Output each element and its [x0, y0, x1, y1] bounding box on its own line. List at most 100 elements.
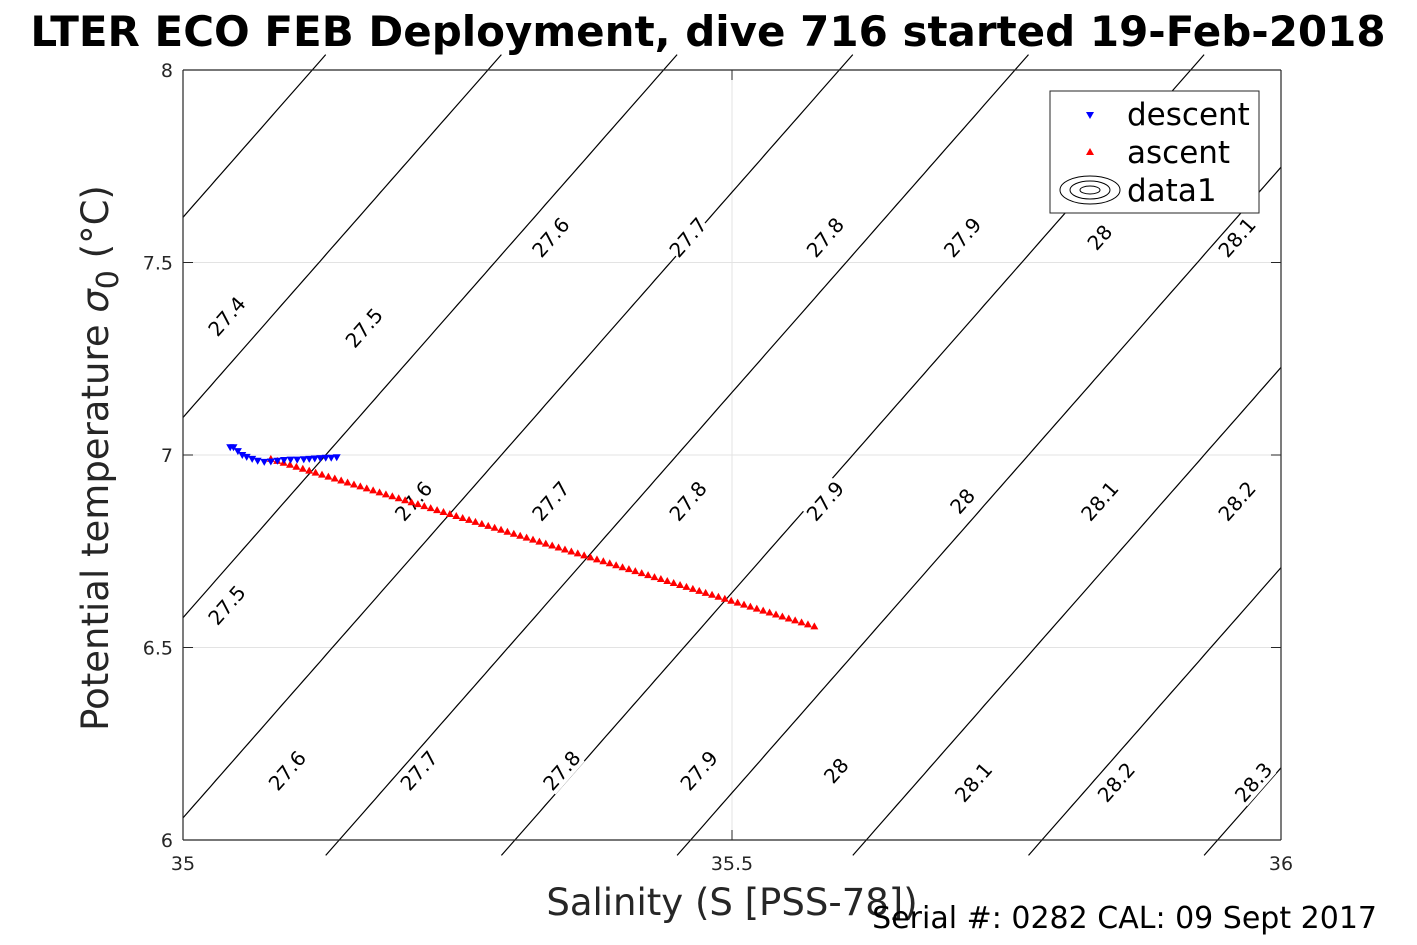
- y-tick-label: 8: [161, 60, 173, 82]
- ascent-point: [771, 610, 780, 618]
- ascent-point: [682, 582, 691, 590]
- y-axis-label-main: Potential temperature: [74, 313, 117, 731]
- descent-point: [266, 458, 275, 466]
- ascent-point: [599, 557, 608, 565]
- isopycnal-line: [676, 166, 1282, 856]
- ascent-point: [637, 569, 646, 577]
- isopycnal-line: [325, 54, 1029, 856]
- y-axis-ticks: 6 6.5 7 7.5 8: [143, 60, 1281, 852]
- ascent-point: [509, 529, 518, 537]
- ascent-point: [535, 537, 544, 545]
- ascent-point: [567, 547, 576, 555]
- legend-data1-label: data1: [1127, 173, 1217, 209]
- y-tick-label: 6: [161, 830, 173, 852]
- contour-label-background: [1077, 213, 1123, 262]
- ascent-point: [554, 543, 563, 551]
- y-axis-label: Potential temperature σ0 (°C): [74, 185, 126, 731]
- contour-label-background: [1093, 758, 1140, 807]
- contour-label-background: [204, 292, 250, 341]
- legend-ascent-label: ascent: [1127, 135, 1230, 171]
- ascent-point: [401, 496, 410, 504]
- ascent-point: [650, 573, 659, 581]
- isopycnal-line: [1203, 767, 1282, 856]
- ascent-point: [522, 533, 531, 541]
- descent-point: [242, 453, 251, 461]
- density-contours: [182, 54, 1282, 856]
- ascent-point: [298, 464, 307, 472]
- ascent-point: [701, 588, 710, 596]
- ascent-point: [503, 527, 512, 535]
- ascent-point: [727, 596, 736, 604]
- descent-point: [248, 455, 257, 463]
- ascent-point: [369, 486, 378, 494]
- ascent-point: [292, 462, 301, 470]
- descent-point: [332, 454, 341, 462]
- isopycnal-line: [182, 54, 678, 619]
- ascent-point: [548, 541, 557, 549]
- ascent-point: [452, 511, 461, 519]
- descent-point: [299, 456, 308, 464]
- contour-label-background: [528, 477, 574, 525]
- contour-label-background: [390, 477, 437, 525]
- ascent-point: [317, 470, 326, 478]
- isopycnal-line: [182, 54, 327, 218]
- contour-label-background: [802, 477, 849, 525]
- ascent-point: [381, 490, 390, 498]
- ascent-point: [529, 535, 538, 543]
- y-axis-label-group: Potential temperature σ0 (°C): [74, 185, 126, 731]
- ascent-point: [644, 571, 653, 579]
- ascent-point: [471, 517, 480, 525]
- ascent-point: [631, 567, 640, 575]
- y-tick-label: 6.5: [143, 638, 173, 660]
- descent-series: [226, 444, 341, 466]
- x-axis-label: Salinity (S [PSS-78]): [546, 881, 917, 924]
- descent-point: [229, 444, 238, 452]
- ascent-point: [695, 586, 704, 594]
- ascent-point: [490, 523, 499, 531]
- contour-label-background: [950, 758, 997, 807]
- descent-point: [273, 457, 282, 465]
- ascent-point: [746, 602, 755, 610]
- contour-label-background: [264, 746, 311, 795]
- contour-label-background: [341, 304, 387, 352]
- isopycnal-line: [852, 367, 1282, 856]
- descent-point: [280, 457, 289, 465]
- legend: descent ascent data1: [1049, 90, 1260, 214]
- legend-contour-icon: [1059, 175, 1121, 205]
- ascent-point: [388, 492, 397, 500]
- ascent-point: [573, 549, 582, 557]
- ascent-point: [759, 606, 768, 614]
- y-tick-label: 7.5: [143, 253, 173, 275]
- ascent-point: [394, 494, 403, 502]
- ascent-point: [477, 519, 486, 527]
- descent-point: [286, 456, 295, 464]
- legend-box: [1049, 90, 1260, 214]
- descent-point: [310, 455, 319, 463]
- ascent-point: [362, 484, 371, 492]
- ascent-point: [688, 584, 697, 592]
- contour-label-background: [1077, 477, 1123, 525]
- ascent-point: [516, 531, 525, 539]
- y-axis-label-sigma: σ: [74, 288, 117, 313]
- ascent-point: [624, 565, 633, 573]
- ascent-point: [349, 480, 358, 488]
- ascent-point: [330, 474, 339, 482]
- x-axis-ticks: 35 35.5 36: [171, 70, 1293, 875]
- contour-label-background: [939, 213, 986, 262]
- y-axis-label-subscript: 0: [91, 270, 126, 289]
- ascent-point: [663, 577, 672, 585]
- y-axis-label-unit: (°C): [74, 185, 117, 270]
- x-tick-label: 35.5: [711, 853, 753, 875]
- ascent-point: [676, 580, 685, 588]
- descent-point: [253, 457, 262, 465]
- contour-label-background: [939, 477, 986, 525]
- ascent-point: [714, 592, 723, 600]
- contour-label-background: [204, 581, 250, 629]
- contour-label-background: [802, 213, 849, 262]
- descent-point: [238, 452, 247, 459]
- ascent-point: [324, 472, 333, 480]
- legend-descent-marker: [1086, 112, 1094, 119]
- contour-label-background: [539, 746, 585, 795]
- ascent-point: [778, 612, 787, 620]
- descent-point: [327, 454, 336, 462]
